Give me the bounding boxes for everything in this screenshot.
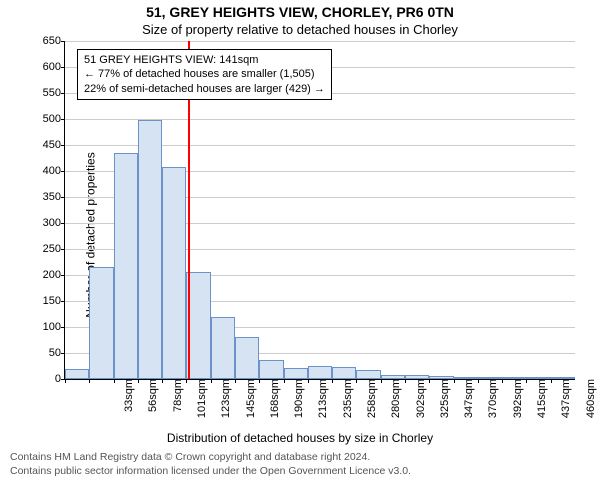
x-tick-label: 325sqm [437, 379, 451, 429]
x-tick-label: 33sqm [121, 379, 135, 429]
x-tick [332, 379, 333, 383]
x-tick [551, 379, 552, 383]
x-tick-label: 235sqm [340, 379, 354, 429]
x-tick-label: 145sqm [243, 379, 257, 429]
x-tick [478, 379, 479, 383]
annotation-line: 51 GREY HEIGHTS VIEW: 141sqm [84, 53, 325, 67]
histogram-bar [381, 375, 405, 379]
x-tick-label: 213sqm [315, 379, 329, 429]
x-tick [89, 379, 90, 383]
histogram-bar [114, 153, 138, 379]
histogram-bar [259, 360, 283, 379]
histogram-bar [284, 368, 308, 379]
histogram-bar [429, 376, 453, 379]
x-tick-label: 123sqm [218, 379, 232, 429]
histogram-bar [551, 377, 575, 379]
footer-attribution: Contains HM Land Registry data © Crown c… [10, 451, 590, 478]
y-tick-label: 550 [43, 87, 65, 99]
histogram-bar [162, 167, 186, 379]
y-tick-label: 500 [43, 113, 65, 125]
x-tick [65, 379, 66, 383]
footer-line: Contains HM Land Registry data © Crown c… [10, 451, 590, 465]
histogram-bar [211, 317, 235, 379]
gridline [65, 41, 575, 42]
y-tick-label: 650 [43, 35, 65, 47]
page-title: 51, GREY HEIGHTS VIEW, CHORLEY, PR6 0TN [0, 4, 600, 20]
x-tick-label: 437sqm [558, 379, 572, 429]
x-tick-label: 370sqm [485, 379, 499, 429]
y-tick-label: 200 [43, 269, 65, 281]
x-tick [235, 379, 236, 383]
histogram-bar [502, 377, 526, 379]
histogram-bar [89, 267, 113, 379]
histogram-bar [478, 377, 502, 379]
x-tick-label: 460sqm [583, 379, 597, 429]
x-tick [259, 379, 260, 383]
y-tick-label: 0 [55, 373, 65, 385]
histogram-bar [454, 377, 478, 379]
x-tick-label: 280sqm [388, 379, 402, 429]
histogram-bar [235, 337, 259, 379]
histogram-bar [308, 366, 332, 379]
plot-area: 51 GREY HEIGHTS VIEW: 141sqm ← 77% of de… [64, 41, 575, 380]
x-tick [502, 379, 503, 383]
annotation-box: 51 GREY HEIGHTS VIEW: 141sqm ← 77% of de… [77, 49, 332, 100]
x-tick [526, 379, 527, 383]
y-tick-label: 600 [43, 61, 65, 73]
x-tick-label: 190sqm [291, 379, 305, 429]
histogram-bar [332, 367, 356, 379]
x-tick [405, 379, 406, 383]
x-tick-label: 258sqm [364, 379, 378, 429]
annotation-line: ← 77% of detached houses are smaller (1,… [84, 67, 325, 81]
y-tick-label: 50 [49, 347, 65, 359]
histogram-chart: Number of detached properties 51 GREY HE… [10, 41, 590, 429]
x-tick [211, 379, 212, 383]
footer-line: Contains public sector information licen… [10, 465, 590, 479]
histogram-bar [138, 120, 162, 379]
x-tick-label: 56sqm [145, 379, 159, 429]
x-tick [356, 379, 357, 383]
x-tick-label: 347sqm [461, 379, 475, 429]
page-subtitle: Size of property relative to detached ho… [0, 22, 600, 37]
histogram-bar [65, 369, 89, 379]
y-tick-label: 400 [43, 165, 65, 177]
x-tick-label: 168sqm [267, 379, 281, 429]
x-tick [429, 379, 430, 383]
x-tick [114, 379, 115, 383]
x-tick-label: 392sqm [510, 379, 524, 429]
histogram-bar [526, 377, 550, 379]
x-tick [138, 379, 139, 383]
histogram-bar [356, 370, 380, 379]
y-tick-label: 150 [43, 295, 65, 307]
x-axis-label: Distribution of detached houses by size … [0, 431, 600, 445]
x-tick-label: 302sqm [413, 379, 427, 429]
y-tick-label: 450 [43, 139, 65, 151]
x-tick [162, 379, 163, 383]
x-tick [454, 379, 455, 383]
y-tick-label: 250 [43, 243, 65, 255]
x-tick [308, 379, 309, 383]
x-tick-label: 415sqm [534, 379, 548, 429]
x-tick-label: 101sqm [194, 379, 208, 429]
histogram-bar [405, 375, 429, 379]
x-tick-label: 78sqm [170, 379, 184, 429]
annotation-line: 22% of semi-detached houses are larger (… [84, 82, 325, 96]
y-tick-label: 300 [43, 217, 65, 229]
x-tick [186, 379, 187, 383]
y-tick-label: 350 [43, 191, 65, 203]
x-tick [381, 379, 382, 383]
x-tick [284, 379, 285, 383]
y-tick-label: 100 [43, 321, 65, 333]
